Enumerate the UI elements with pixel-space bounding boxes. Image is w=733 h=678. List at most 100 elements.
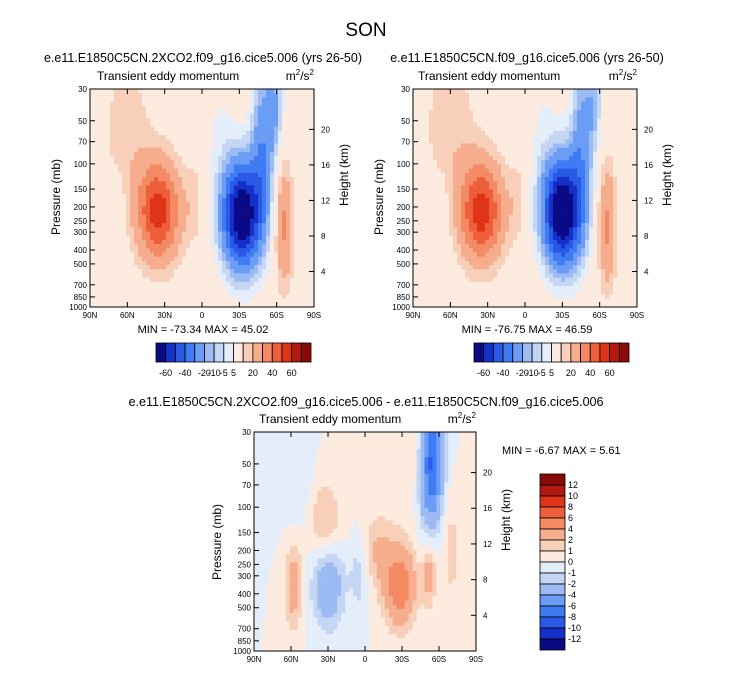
heatmap-cell bbox=[202, 273, 206, 278]
heatmap-cell bbox=[218, 160, 222, 165]
heatmap-cell bbox=[294, 211, 298, 216]
heatmap-cell bbox=[130, 89, 134, 94]
heatmap-cell bbox=[174, 127, 178, 132]
heatmap-cell bbox=[146, 261, 150, 266]
heatmap-cell bbox=[573, 135, 577, 140]
heatmap-cell bbox=[110, 190, 114, 195]
heatmap-cell bbox=[226, 160, 230, 165]
heatmap-cell bbox=[170, 257, 174, 262]
heatmap-cell bbox=[513, 194, 517, 199]
heatmap-cell bbox=[126, 144, 130, 149]
heatmap-cell bbox=[214, 164, 218, 169]
heatmap-cell bbox=[577, 236, 581, 241]
heatmap-cell bbox=[150, 290, 154, 295]
heatmap-cell bbox=[178, 127, 182, 132]
heatmap-cell bbox=[262, 181, 266, 186]
heatmap-cell bbox=[290, 236, 294, 241]
heatmap-cell bbox=[234, 131, 238, 136]
heatmap-cell bbox=[122, 282, 126, 287]
heatmap-cell bbox=[90, 240, 94, 245]
heatmap-cell bbox=[286, 177, 290, 182]
heatmap-cell bbox=[425, 215, 429, 220]
heatmap-cell bbox=[222, 152, 226, 157]
heatmap-cell bbox=[549, 190, 553, 195]
heatmap-cell bbox=[465, 89, 469, 94]
heatmap-cell bbox=[545, 102, 549, 107]
heatmap-cell bbox=[449, 185, 453, 190]
heatmap-cell bbox=[242, 106, 246, 111]
heatmap-cell bbox=[537, 194, 541, 199]
heatmap-cell bbox=[529, 232, 533, 237]
heatmap-cell bbox=[126, 181, 130, 186]
heatmap-cell bbox=[437, 110, 441, 115]
heatmap-cell bbox=[274, 265, 278, 270]
heatmap-cell bbox=[262, 144, 266, 149]
heatmap-cell bbox=[230, 148, 234, 153]
heatmap-cell bbox=[218, 173, 222, 178]
heatmap-cell bbox=[302, 190, 306, 195]
heatmap-cell bbox=[234, 135, 238, 140]
heatmap-cell bbox=[501, 164, 505, 169]
heatmap-cell bbox=[182, 152, 186, 157]
heatmap-cell bbox=[146, 89, 150, 94]
heatmap-cell bbox=[182, 118, 186, 123]
heatmap-cell bbox=[298, 190, 302, 195]
heatmap-cell bbox=[609, 123, 613, 128]
heatmap-cell bbox=[302, 227, 306, 232]
heatmap-cell bbox=[106, 127, 110, 132]
heatmap-cell bbox=[130, 265, 134, 270]
heatmap-cell bbox=[106, 110, 110, 115]
heatmap-cell bbox=[505, 194, 509, 199]
heatmap-cell bbox=[286, 118, 290, 123]
heatmap-cell bbox=[230, 282, 234, 287]
heatmap-cell bbox=[533, 198, 537, 203]
heatmap-cell bbox=[445, 177, 449, 182]
heatmap-cell bbox=[286, 102, 290, 107]
heatmap-cell bbox=[629, 148, 633, 153]
heatmap-cell bbox=[493, 194, 497, 199]
heatmap-cell bbox=[282, 152, 286, 157]
heatmap-cell bbox=[501, 93, 505, 98]
heatmap-cell bbox=[150, 89, 154, 94]
heatmap-cell bbox=[437, 219, 441, 224]
heatmap-cell bbox=[302, 181, 306, 186]
heatmap-cell bbox=[557, 185, 561, 190]
heatmap-cell bbox=[186, 261, 190, 266]
heatmap-cell bbox=[154, 265, 158, 270]
heatmap-cell bbox=[298, 236, 302, 241]
heatmap-cell bbox=[142, 106, 146, 111]
heatmap-cell bbox=[521, 185, 525, 190]
heatmap-cell bbox=[222, 236, 226, 241]
heatmap-cell bbox=[537, 198, 541, 203]
heatmap-cell bbox=[569, 236, 573, 241]
heatmap-cell bbox=[234, 148, 238, 153]
heatmap-cell bbox=[222, 173, 226, 178]
heatmap-cell bbox=[186, 282, 190, 287]
heatmap-cell bbox=[617, 135, 621, 140]
heatmap-cell bbox=[146, 232, 150, 237]
heatmap-cell bbox=[250, 227, 254, 232]
heatmap-cell bbox=[561, 219, 565, 224]
heatmap-cell bbox=[258, 223, 262, 228]
heatmap-cell bbox=[186, 257, 190, 262]
heatmap-cell bbox=[254, 177, 258, 182]
heatmap-cell bbox=[425, 236, 429, 241]
heatmap-cell bbox=[629, 139, 633, 144]
heatmap-cell bbox=[150, 164, 154, 169]
heatmap-cell bbox=[94, 123, 98, 128]
heatmap-cell bbox=[230, 114, 234, 119]
heatmap-cell bbox=[621, 181, 625, 186]
heatmap-cell bbox=[110, 106, 114, 111]
heatmap-cell bbox=[489, 131, 493, 136]
heatmap-cell bbox=[106, 123, 110, 128]
heatmap-cell bbox=[481, 177, 485, 182]
heatmap-cell bbox=[102, 265, 106, 270]
heatmap-cell bbox=[178, 164, 182, 169]
heatmap-cell bbox=[274, 97, 278, 102]
heatmap-cell bbox=[278, 278, 282, 283]
heatmap-cell bbox=[170, 269, 174, 274]
heatmap-cell bbox=[469, 173, 473, 178]
heatmap-cell bbox=[222, 110, 226, 115]
heatmap-cell bbox=[441, 236, 445, 241]
heatmap-cell bbox=[170, 244, 174, 249]
